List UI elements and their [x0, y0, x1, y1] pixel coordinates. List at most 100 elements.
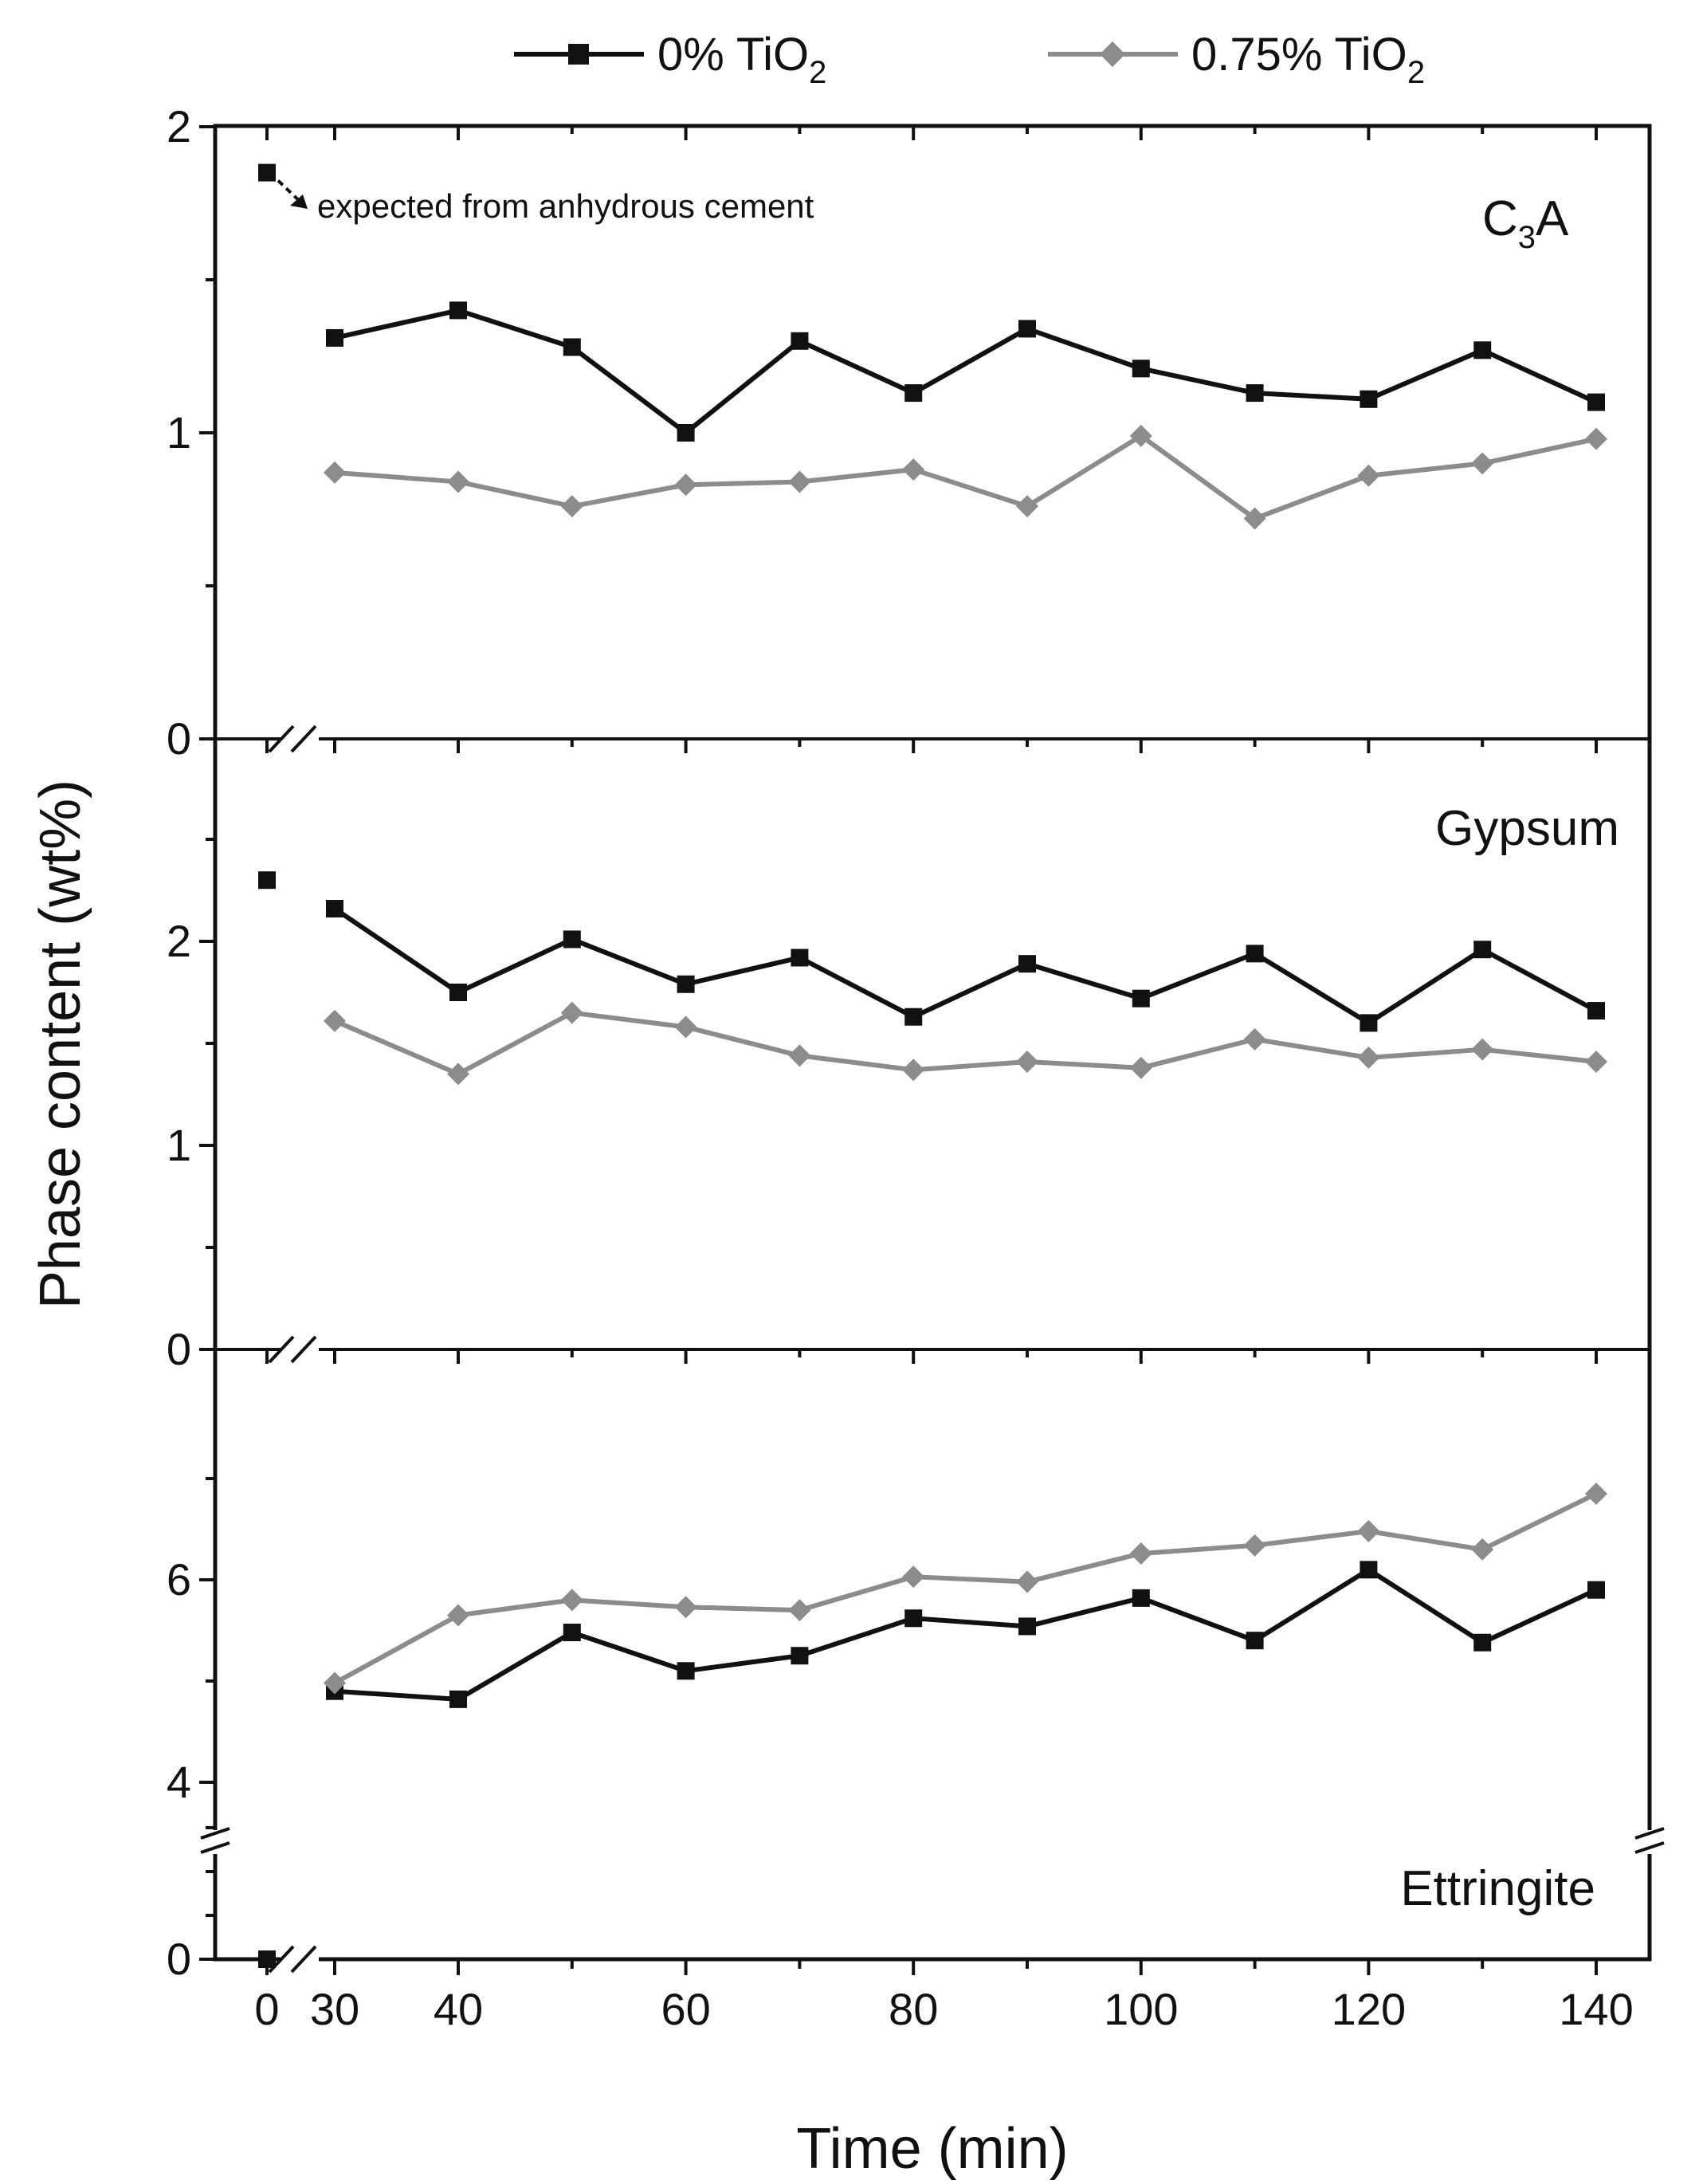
data-point	[677, 975, 695, 993]
annotation-arrow-line	[277, 179, 306, 207]
x-tick-label: 80	[889, 1984, 938, 2034]
data-point	[1587, 1002, 1605, 1020]
data-point	[1360, 1561, 1378, 1579]
series-line-tio2-0	[334, 1567, 1598, 1702]
data-point	[1016, 495, 1038, 518]
data-point	[326, 328, 343, 347]
data-point	[560, 495, 583, 518]
data-point	[1243, 1027, 1266, 1051]
data-point	[1473, 1633, 1492, 1652]
axis-break-mask	[281, 1332, 319, 1367]
y-tick-label: 4	[167, 1757, 191, 1807]
y-tick-label: 6	[167, 1554, 191, 1605]
y-tick-label: 1	[167, 1120, 191, 1170]
y-tick-label: 2	[167, 916, 191, 966]
data-point	[791, 1647, 809, 1665]
data-point	[1585, 1051, 1607, 1074]
panel-label-gypsum: Gypsum	[1435, 801, 1619, 856]
data-point	[1016, 1570, 1038, 1593]
legend-marker-0	[568, 44, 589, 65]
data-point	[447, 1604, 469, 1627]
data-point	[1132, 989, 1150, 1008]
data-point	[1585, 1483, 1607, 1506]
data-point	[563, 930, 581, 949]
data-point	[1243, 1534, 1266, 1557]
legend-marker-1	[1100, 41, 1125, 67]
x-tick-label: 100	[1104, 1984, 1178, 2034]
data-point	[449, 301, 467, 320]
data-point	[904, 1609, 923, 1628]
data-point	[904, 1008, 923, 1026]
data-point	[447, 1063, 469, 1086]
axis-break-x	[268, 725, 317, 753]
data-point	[677, 424, 695, 442]
data-point	[788, 470, 811, 493]
x-axis-title: Time (min)	[796, 2117, 1068, 2181]
data-point	[560, 1001, 583, 1024]
legend-text-0: 0% TiO2	[657, 29, 826, 90]
data-point	[563, 1624, 581, 1642]
anhydrous-point	[258, 163, 276, 182]
data-point	[674, 1015, 697, 1039]
data-point	[1585, 427, 1607, 450]
x-tick-label: 40	[434, 1984, 483, 2034]
anhydrous-point	[258, 1950, 276, 1968]
series-line-tio2-0	[333, 906, 1598, 1026]
axis-break-x	[268, 1335, 317, 1364]
y-tick-label: 0	[167, 1934, 191, 1984]
data-point	[677, 1662, 695, 1680]
data-point	[1471, 452, 1494, 475]
data-point	[902, 458, 925, 481]
annotation-anhydrous: expected from anhydrous cement	[317, 187, 814, 225]
data-point	[1360, 390, 1378, 408]
data-point	[560, 1589, 583, 1612]
data-point	[1587, 1581, 1605, 1599]
data-point	[1357, 464, 1380, 487]
data-point	[1016, 1051, 1038, 1074]
data-point	[788, 1599, 811, 1622]
data-point	[791, 332, 809, 350]
axis-break-y	[1634, 1827, 1665, 1854]
x-tick-label: 60	[661, 1984, 710, 2034]
legend: 0% TiO2 0.75% TiO2	[514, 29, 1425, 90]
data-point	[1357, 1520, 1380, 1543]
axis-break-y	[200, 1827, 230, 1854]
x-tick-label: 120	[1332, 1984, 1406, 2034]
data-point	[791, 949, 809, 967]
plot-frame	[213, 124, 1652, 1962]
data-point	[674, 1596, 697, 1619]
data-point	[1360, 1014, 1378, 1032]
x-tick-label: 0	[254, 1984, 279, 2034]
data-point	[1132, 359, 1150, 378]
data-point	[1018, 955, 1036, 973]
data-point	[1471, 1538, 1494, 1561]
legend-text-1: 0.75% TiO2	[1191, 29, 1425, 90]
data-point	[1246, 945, 1264, 963]
y-tick-label: 2	[167, 101, 191, 151]
y-tick-label: 0	[167, 713, 191, 764]
data-point	[1243, 507, 1266, 530]
data-point	[449, 1690, 467, 1708]
data-point	[1473, 941, 1492, 959]
data-point	[1018, 320, 1036, 338]
data-point	[1587, 393, 1605, 411]
data-point	[904, 384, 923, 403]
data-point	[1471, 1038, 1494, 1061]
legend-entry-0: 0% TiO2	[514, 29, 826, 90]
series-line-tio2-075	[333, 1491, 1598, 1686]
data-point	[788, 1044, 811, 1067]
data-point	[447, 470, 469, 493]
data-point	[324, 1009, 346, 1032]
data-point	[902, 1565, 925, 1589]
y-axis-title: Phase content (wt%)	[29, 780, 92, 1309]
legend-entry-1: 0.75% TiO2	[1048, 29, 1425, 90]
series-line-tio2-075	[334, 433, 1597, 521]
data-point	[1129, 1056, 1152, 1079]
x-tick-label: 140	[1559, 1984, 1633, 2034]
data-point	[326, 900, 343, 918]
data-point	[1132, 1589, 1150, 1607]
axis-break-mask	[281, 721, 319, 756]
y-tick-label: 1	[167, 407, 191, 458]
